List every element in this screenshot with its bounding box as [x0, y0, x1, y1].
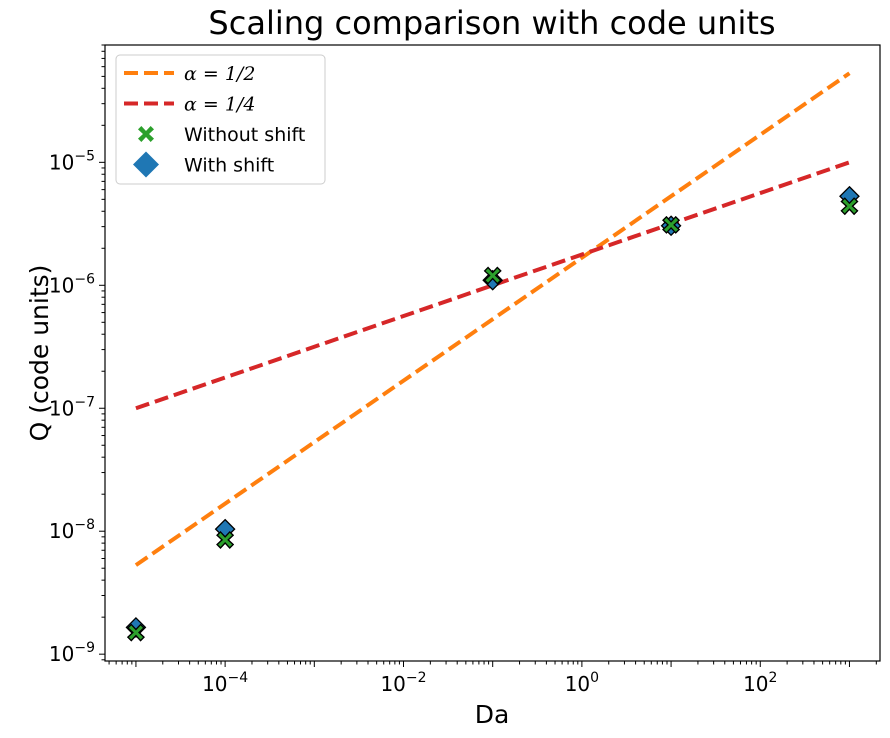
- legend: α = 1/2 α = 1/4 Without shift With shift: [115, 54, 326, 185]
- without-shift-point-overlay: [126, 623, 145, 642]
- ticks-layer: 10−4 10−2 100 102 10−9 10−8 10−7 10−6 10−5: [49, 44, 877, 696]
- x-axis-label: Da: [475, 700, 510, 729]
- without-shift-point-overlay: [216, 530, 235, 549]
- without-shift-point-overlay: [840, 197, 859, 216]
- y-tick-label: 10−6: [49, 271, 95, 297]
- y-tick-label: 10−7: [49, 394, 95, 420]
- y-tick-label: 10−9: [49, 640, 95, 666]
- x-tick-label: 102: [743, 670, 777, 696]
- legend-box: [115, 54, 326, 185]
- without-shift-point-overlay: [483, 266, 502, 285]
- x-tick-label: 10−4: [202, 670, 248, 696]
- with-shift-point: [482, 269, 504, 291]
- y-axis-label: Q (code units): [25, 265, 54, 442]
- legend-label: With shift: [184, 155, 274, 177]
- with-shift-point: [125, 617, 147, 638]
- series-line-0: [134, 71, 851, 567]
- y-tick-label: 10−5: [49, 148, 95, 174]
- series-line-1: [135, 160, 851, 411]
- legend-x-swatch: [138, 126, 154, 142]
- series-layer: [125, 71, 860, 642]
- chart-title: Scaling comparison with code units: [208, 4, 775, 42]
- without-shift-point-overlay: [662, 215, 681, 234]
- x-tick-label: 10−2: [380, 670, 426, 696]
- legend-label: α = 1/4: [184, 94, 255, 116]
- legend-diamond-swatch: [133, 151, 159, 178]
- legend-label: α = 1/2: [184, 63, 255, 85]
- y-tick-label: 10−8: [49, 517, 95, 543]
- x-tick-label: 100: [565, 670, 599, 696]
- legend-label: Without shift: [184, 124, 305, 146]
